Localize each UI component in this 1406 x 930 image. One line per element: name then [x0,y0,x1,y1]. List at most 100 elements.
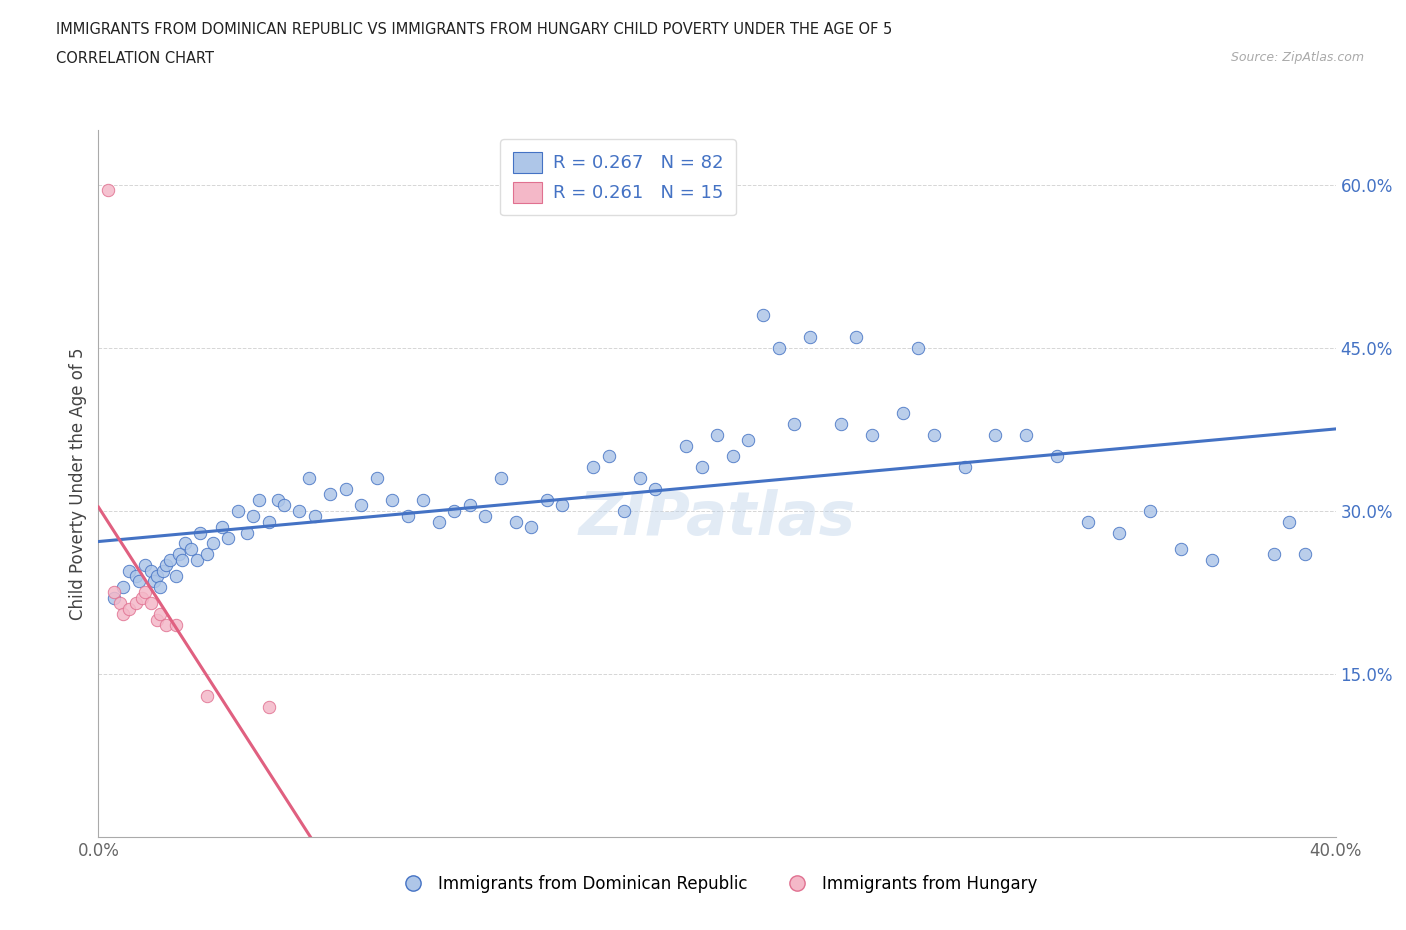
Point [690,459,713,474]
Point [1077,514,1099,529]
Point [298,471,321,485]
Point [381,493,404,508]
Point [149,606,172,621]
Legend: Immigrants from Dominican Republic, Immigrants from Hungary: Immigrants from Dominican Republic, Immi… [389,868,1045,899]
Point [155,618,177,632]
Point [186,552,208,567]
Point [108,596,131,611]
Point [536,493,558,508]
Point [134,585,156,600]
Point [288,503,311,518]
Point [412,493,434,508]
Point [474,509,496,524]
Point [304,509,326,524]
Point [830,417,852,432]
Point [427,514,450,529]
Point [103,585,125,600]
Point [706,427,728,442]
Point [112,606,135,621]
Point [217,530,239,545]
Point [598,449,620,464]
Point [1139,503,1161,518]
Point [159,552,181,567]
Y-axis label: Child Poverty Under the Age of 5: Child Poverty Under the Age of 5 [69,347,87,620]
Point [1294,547,1316,562]
Point [267,493,290,508]
Point [752,308,775,323]
Point [1263,547,1285,562]
Text: ZIPatlas: ZIPatlas [578,489,856,549]
Point [155,558,177,573]
Point [319,487,342,502]
Point [112,579,135,594]
Point [366,471,388,485]
Point [335,482,357,497]
Point [799,329,821,344]
Point [165,568,187,583]
Point [146,568,169,583]
Point [195,688,218,703]
Point [170,552,193,567]
Point [891,405,914,420]
Point [128,574,150,589]
Point [1170,541,1192,556]
Point [149,579,172,594]
Text: IMMIGRANTS FROM DOMINICAN REPUBLIC VS IMMIGRANTS FROM HUNGARY CHILD POVERTY UNDE: IMMIGRANTS FROM DOMINICAN REPUBLIC VS IM… [56,22,893,37]
Point [124,568,146,583]
Point [907,340,929,355]
Point [1278,514,1301,529]
Point [783,417,806,432]
Text: Source: ZipAtlas.com: Source: ZipAtlas.com [1230,51,1364,64]
Point [165,618,187,632]
Point [247,493,270,508]
Point [118,564,141,578]
Point [984,427,1007,442]
Point [1108,525,1130,540]
Point [443,503,465,518]
Point [152,564,174,578]
Point [146,612,169,627]
Point [520,520,543,535]
Point [236,525,259,540]
Point [174,536,197,551]
Point [180,541,202,556]
Point [1201,552,1223,567]
Point [737,432,759,447]
Point [201,536,224,551]
Point [350,498,373,512]
Point [505,514,527,529]
Text: CORRELATION CHART: CORRELATION CHART [56,51,214,66]
Point [613,503,636,518]
Point [167,547,190,562]
Point [768,340,790,355]
Point [134,558,156,573]
Point [124,596,146,611]
Point [1015,427,1038,442]
Point [195,547,218,562]
Point [396,509,419,524]
Point [644,482,666,497]
Point [845,329,868,344]
Point [489,471,512,485]
Point [242,509,264,524]
Point [860,427,883,442]
Point [226,503,249,518]
Point [97,182,120,197]
Point [139,596,162,611]
Point [190,525,212,540]
Point [721,449,744,464]
Point [582,459,605,474]
Point [131,591,153,605]
Point [628,471,651,485]
Point [103,591,125,605]
Point [139,564,162,578]
Point [211,520,233,535]
Point [1046,449,1069,464]
Point [675,438,697,453]
Point [458,498,481,512]
Point [143,574,166,589]
Point [551,498,574,512]
Point [273,498,295,512]
Point [922,427,945,442]
Point [257,699,280,714]
